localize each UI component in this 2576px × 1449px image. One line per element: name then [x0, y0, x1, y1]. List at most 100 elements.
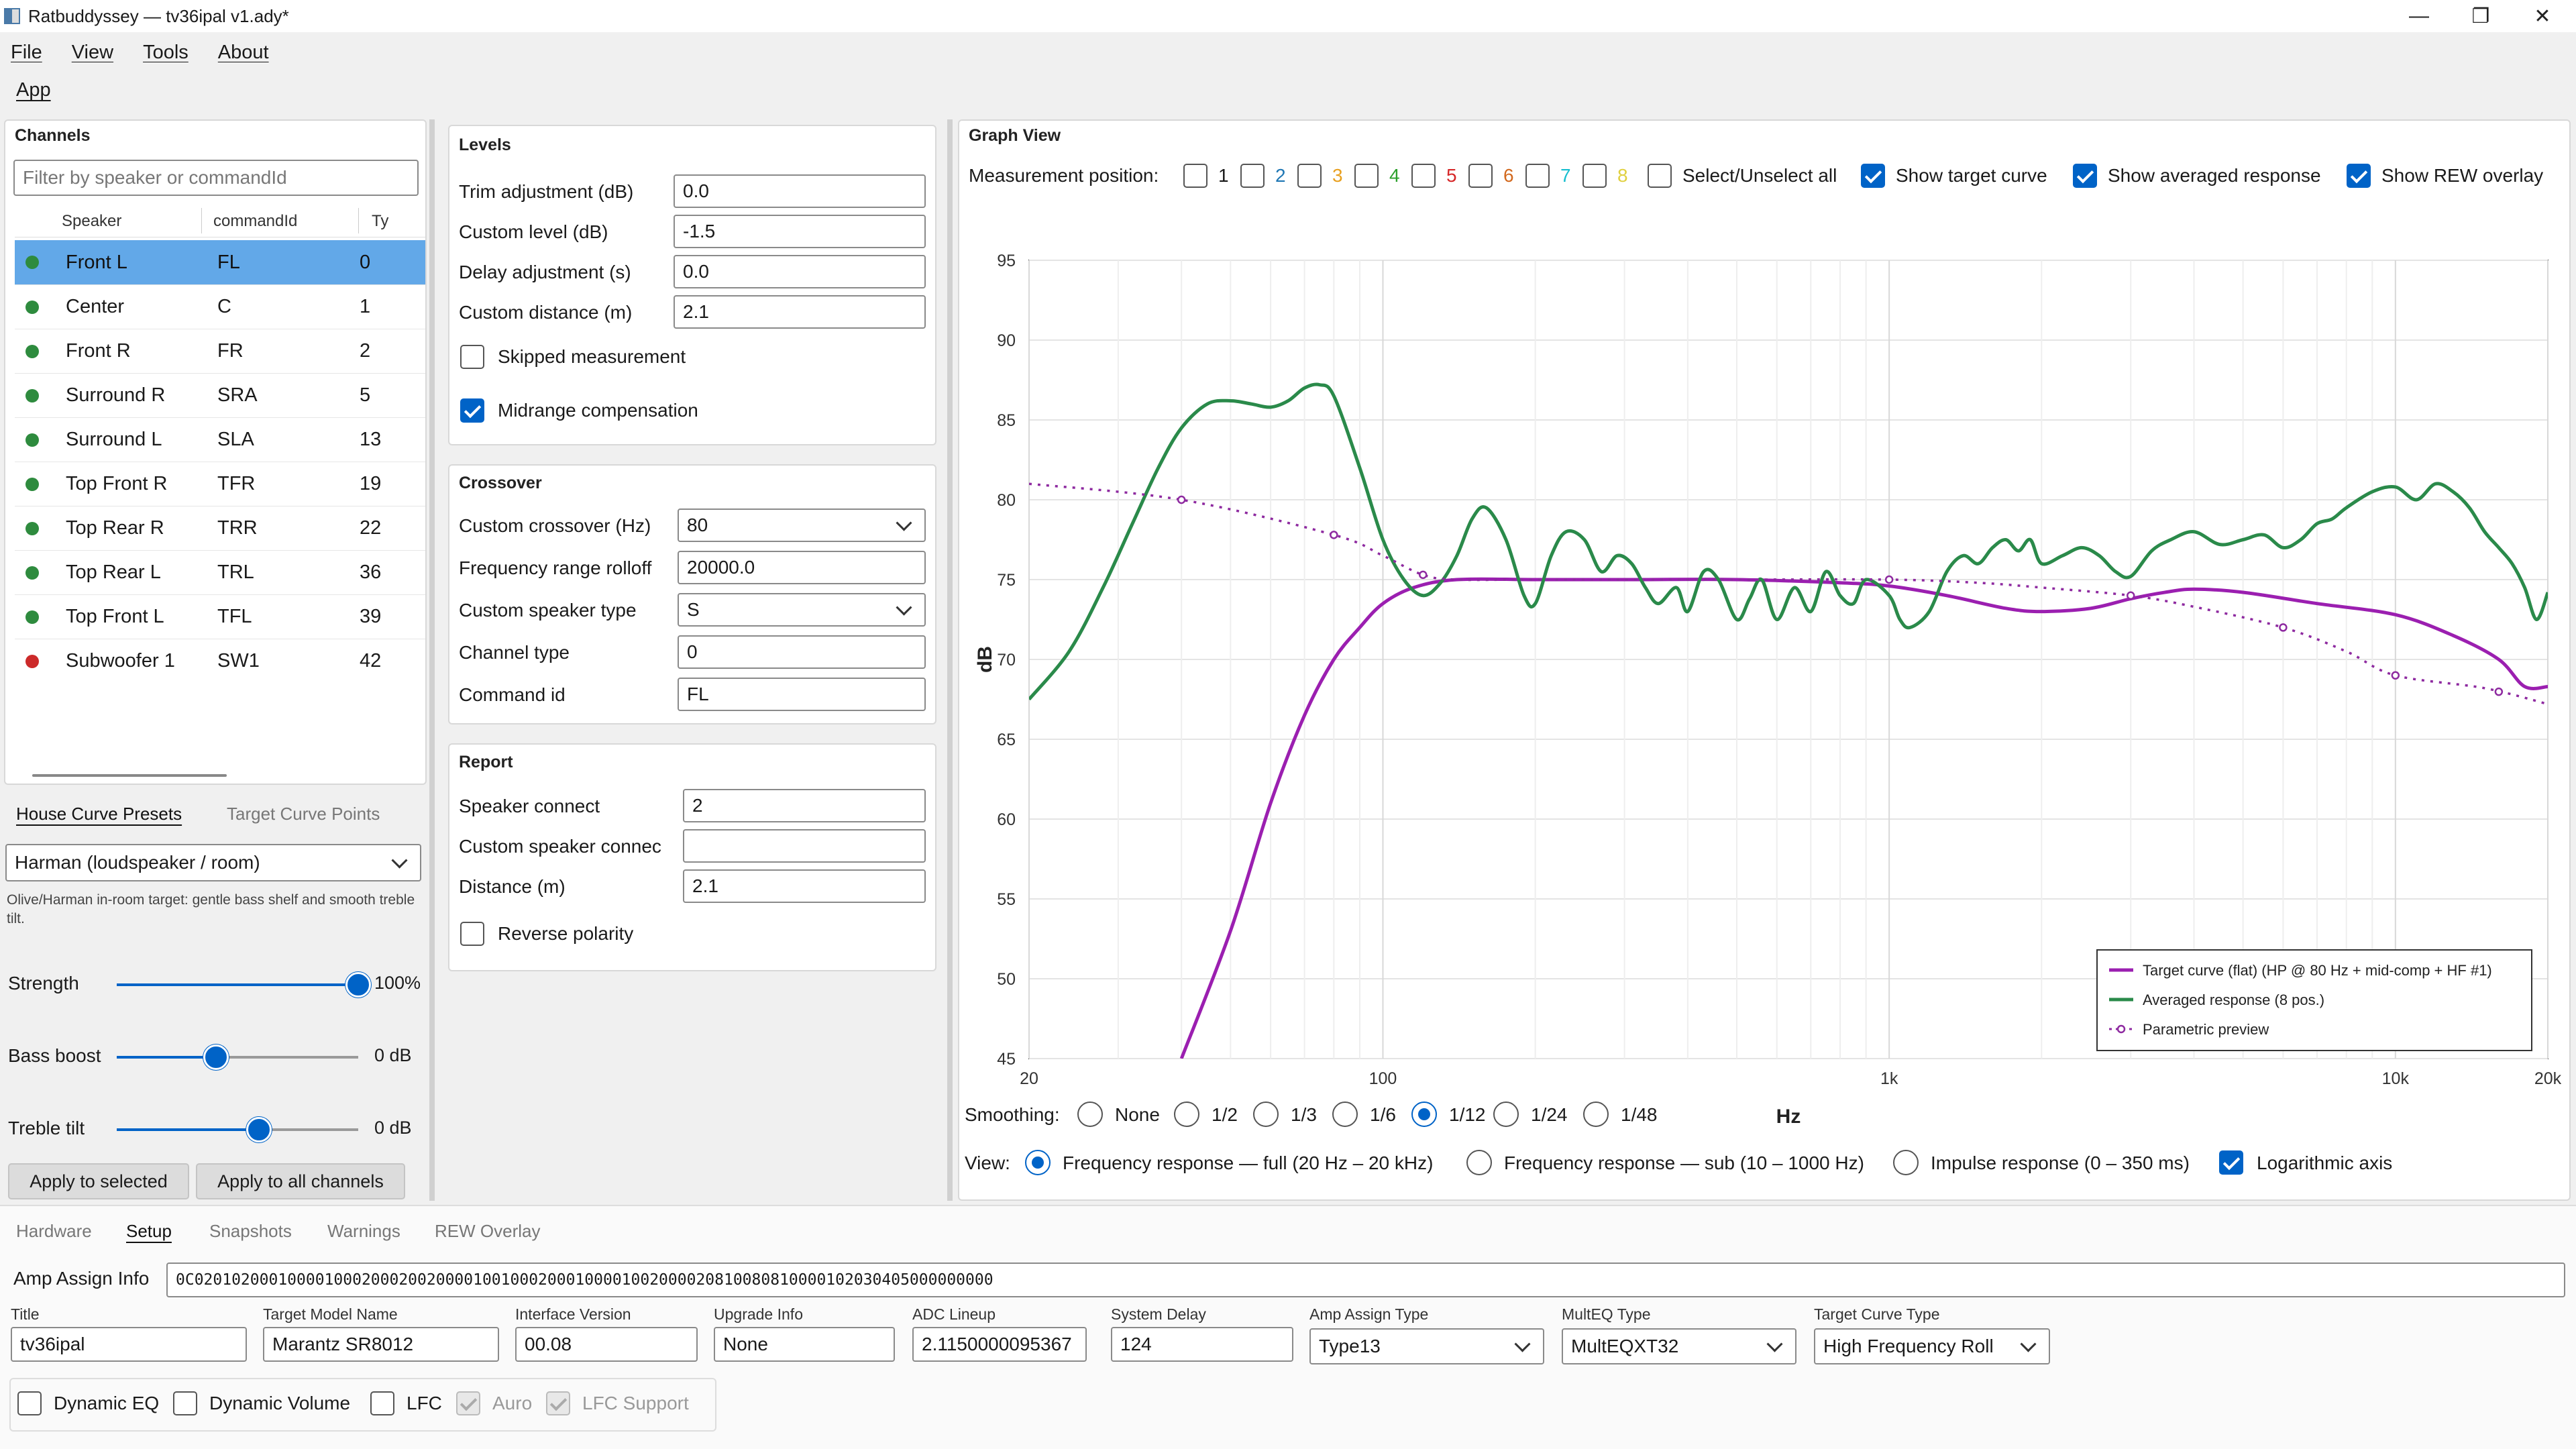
preset-dropdown[interactable]: Harman (loudspeaker / room): [5, 844, 421, 881]
column-type[interactable]: Ty: [372, 212, 389, 230]
field-input[interactable]: 2: [683, 789, 926, 822]
setup-dropdown[interactable]: MultEQXT32: [1562, 1328, 1796, 1364]
setup-dropdown[interactable]: High Frequency Roll: [1814, 1328, 2050, 1364]
horizontal-scrollbar[interactable]: [32, 774, 227, 777]
menu-view[interactable]: View: [71, 41, 114, 63]
menu-about[interactable]: About: [217, 41, 269, 63]
tab-target-curve-points[interactable]: Target Curve Points: [227, 804, 380, 824]
field-input[interactable]: 2.1: [683, 869, 926, 903]
position-checkbox[interactable]: [1297, 164, 1322, 188]
midrange-compensation-checkbox[interactable]: [460, 398, 484, 423]
maximize-button[interactable]: ❐: [2471, 5, 2490, 28]
menu-tools[interactable]: Tools: [143, 41, 189, 63]
smoothing-radio[interactable]: [1583, 1102, 1609, 1127]
position-checkbox[interactable]: [1354, 164, 1379, 188]
setup-field-input[interactable]: Marantz SR8012: [263, 1327, 499, 1362]
preset-description: Olive/Harman in-room target: gentle bass…: [7, 892, 415, 926]
field-input[interactable]: 0.0: [674, 255, 926, 288]
select-all-checkbox[interactable]: [1648, 164, 1672, 188]
channel-type: 0: [360, 251, 371, 273]
column-speaker[interactable]: Speaker: [62, 212, 122, 230]
field-input[interactable]: 80: [678, 508, 926, 542]
setup-dropdown[interactable]: Type13: [1309, 1328, 1544, 1364]
show-target-checkbox[interactable]: [1861, 164, 1885, 188]
smoothing-radio[interactable]: [1411, 1102, 1437, 1127]
command-id: TFL: [217, 606, 252, 627]
splitter-right[interactable]: [947, 119, 953, 1201]
minimize-button[interactable]: —: [2409, 5, 2429, 27]
skipped-measurement-checkbox[interactable]: [460, 345, 484, 369]
tab-app[interactable]: App: [16, 79, 51, 101]
splitter-left[interactable]: [429, 119, 435, 1201]
smoothing-radio[interactable]: [1174, 1102, 1199, 1127]
apply-selected-button[interactable]: Apply to selected: [8, 1163, 189, 1199]
table-row[interactable]: Front R FR 2: [15, 329, 425, 373]
field-input[interactable]: [683, 829, 926, 863]
table-row[interactable]: Surround L SLA 13: [15, 417, 425, 462]
show-averaged-checkbox[interactable]: [2073, 164, 2097, 188]
table-row[interactable]: Top Front R TFR 19: [15, 462, 425, 506]
setup-field-label: Interface Version: [515, 1305, 631, 1323]
position-checkbox[interactable]: [1411, 164, 1436, 188]
close-button[interactable]: ✕: [2534, 5, 2551, 28]
field-input[interactable]: 0.0: [674, 174, 926, 208]
setup-toggle-checkbox[interactable]: [370, 1391, 394, 1415]
bottom-tab[interactable]: Warnings: [327, 1221, 400, 1241]
view-radio[interactable]: [1893, 1150, 1919, 1175]
slider-track[interactable]: [117, 1056, 358, 1059]
setup-toggle-checkbox[interactable]: [173, 1391, 197, 1415]
show-rew-checkbox[interactable]: [2347, 164, 2371, 188]
table-row[interactable]: Center C 1: [15, 284, 425, 329]
view-radio[interactable]: [1025, 1150, 1051, 1175]
setup-field-input[interactable]: 124: [1111, 1327, 1293, 1362]
x-tick-label: 100: [1369, 1069, 1397, 1088]
table-row[interactable]: Subwoofer 1 SW1 42: [15, 639, 425, 683]
column-commandid[interactable]: commandId: [213, 212, 298, 230]
smoothing-radio[interactable]: [1493, 1102, 1519, 1127]
setup-field-input[interactable]: None: [714, 1327, 895, 1362]
amp-assign-input[interactable]: 0C02010200010000100020002002000010010002…: [166, 1263, 2565, 1297]
bottom-tab[interactable]: Snapshots: [209, 1221, 292, 1241]
position-checkbox[interactable]: [1240, 164, 1265, 188]
field-input[interactable]: 2.1: [674, 295, 926, 329]
setup-toggle-label: LFC Support: [582, 1393, 689, 1413]
setup-field-input[interactable]: 00.08: [515, 1327, 698, 1362]
field-input[interactable]: -1.5: [674, 215, 926, 248]
field-input[interactable]: S: [678, 593, 926, 627]
table-row[interactable]: Top Front L TFL 39: [15, 594, 425, 639]
bottom-tab[interactable]: REW Overlay: [435, 1221, 541, 1241]
setup-field-input[interactable]: tv36ipal: [11, 1327, 247, 1362]
field-input[interactable]: FL: [678, 678, 926, 711]
position-checkbox[interactable]: [1183, 164, 1208, 188]
table-row[interactable]: Top Rear L TRL 36: [15, 550, 425, 594]
table-row[interactable]: Front L FL 0: [15, 240, 425, 284]
x-tick-label: 20k: [2534, 1069, 2562, 1088]
field-input[interactable]: 0: [678, 635, 926, 669]
table-row[interactable]: Surround R SRA 5: [15, 373, 425, 417]
field-input[interactable]: 20000.0: [678, 551, 926, 584]
speaker-name: Top Rear R: [66, 517, 164, 539]
slider-thumb[interactable]: [246, 1117, 272, 1142]
log-axis-checkbox[interactable]: [2219, 1150, 2243, 1175]
view-radio[interactable]: [1466, 1150, 1492, 1175]
setup-field-input[interactable]: 2.1150000095367: [912, 1327, 1087, 1362]
reverse-polarity-checkbox[interactable]: [460, 922, 484, 946]
field-label: Custom distance (m): [459, 302, 633, 323]
channel-filter-input[interactable]: Filter by speaker or commandId: [13, 160, 419, 196]
setup-toggle-label: Auro: [492, 1393, 533, 1413]
slider-thumb[interactable]: [203, 1044, 229, 1070]
menu-file[interactable]: File: [11, 41, 42, 63]
tab-house-curve-presets[interactable]: House Curve Presets: [16, 804, 182, 824]
smoothing-radio[interactable]: [1253, 1102, 1279, 1127]
smoothing-radio[interactable]: [1077, 1102, 1103, 1127]
table-row[interactable]: Top Rear R TRR 22: [15, 506, 425, 550]
apply-all-button[interactable]: Apply to all channels: [196, 1163, 405, 1199]
setup-toggle-checkbox[interactable]: [17, 1391, 42, 1415]
position-checkbox[interactable]: [1525, 164, 1550, 188]
bottom-tab[interactable]: Setup: [126, 1221, 172, 1241]
smoothing-radio[interactable]: [1332, 1102, 1358, 1127]
slider-thumb[interactable]: [345, 972, 371, 998]
position-checkbox[interactable]: [1468, 164, 1493, 188]
position-checkbox[interactable]: [1582, 164, 1607, 188]
bottom-tab[interactable]: Hardware: [16, 1221, 92, 1241]
